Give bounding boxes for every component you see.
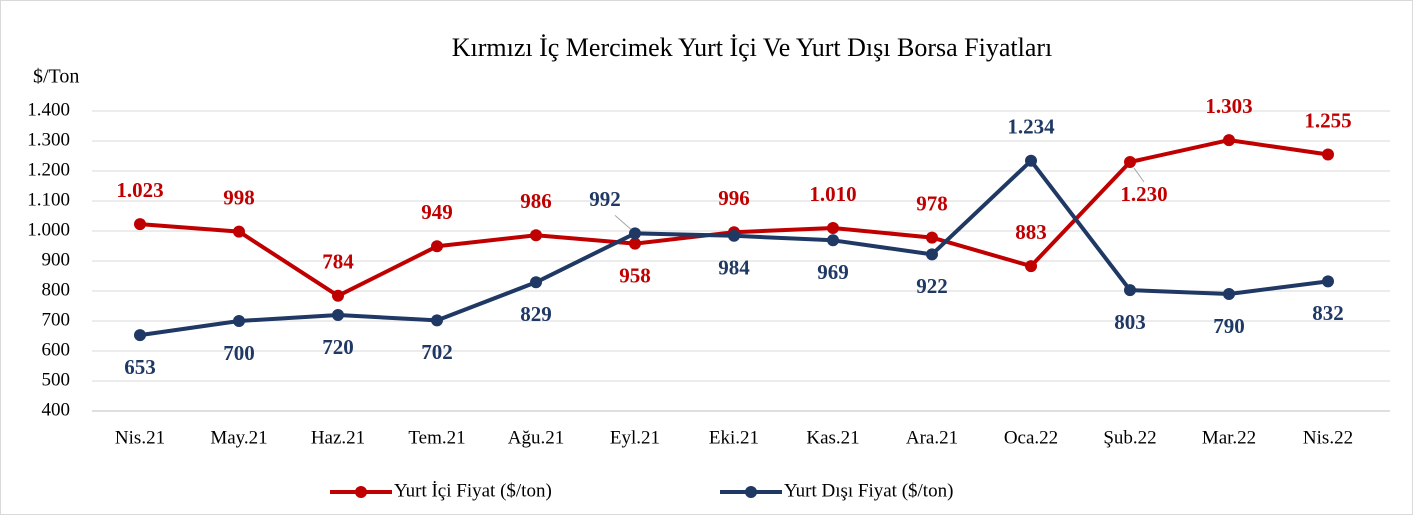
y-tick-label: 1.400 (27, 99, 70, 120)
data-label: 803 (1114, 310, 1146, 334)
data-label: 784 (322, 250, 354, 274)
x-tick-label: Nis.22 (1303, 427, 1353, 448)
data-point (1322, 148, 1334, 161)
x-tick-label: Tem.21 (408, 427, 465, 448)
data-point (827, 234, 839, 247)
data-point (233, 315, 245, 327)
data-point (233, 225, 245, 238)
data-point (530, 229, 542, 242)
data-label: 1.255 (1304, 108, 1351, 132)
y-tick-label: 500 (42, 369, 71, 390)
x-tick-label: Nis.21 (115, 427, 165, 448)
data-point (332, 289, 344, 302)
data-point (1322, 275, 1334, 288)
data-label: 653 (124, 355, 156, 379)
data-label: 958 (619, 263, 651, 287)
y-tick-label: 800 (42, 279, 71, 300)
leader-line (1133, 167, 1145, 183)
data-point (530, 276, 542, 289)
data-label: 986 (520, 189, 552, 213)
data-point (1025, 154, 1037, 167)
legend-label: Yurt Dışı Fiyat ($/ton) (784, 480, 953, 501)
legend-marker (745, 486, 757, 498)
data-label: 1.023 (116, 178, 163, 202)
data-label: 702 (421, 340, 453, 364)
data-point (1124, 284, 1136, 297)
data-point (1025, 260, 1037, 273)
data-point (134, 329, 146, 342)
data-label: 1.303 (1205, 94, 1252, 118)
data-label: 996 (718, 186, 750, 210)
data-point (431, 240, 443, 253)
x-tick-label: Şub.22 (1103, 427, 1156, 448)
chart-title: Kırmızı İç Mercimek Yurt İçi Ve Yurt Dış… (452, 33, 1053, 62)
x-tick-label: Eyl.21 (610, 427, 660, 448)
x-tick-label: Kas.21 (806, 427, 859, 448)
x-tick-label: Haz.21 (311, 427, 365, 448)
data-label: 984 (718, 256, 750, 280)
data-label: 978 (916, 191, 948, 215)
x-tick-label: Eki.21 (709, 427, 759, 448)
x-tick-label: May.21 (210, 427, 267, 448)
y-tick-label: 1.200 (27, 159, 70, 180)
data-point (926, 248, 938, 261)
y-tick-label: 900 (42, 249, 71, 270)
x-tick-label: Mar.22 (1202, 427, 1256, 448)
data-point (1124, 156, 1136, 168)
data-label: 1.234 (1007, 115, 1055, 139)
x-tick-label: Ara.21 (906, 427, 958, 448)
data-label: 883 (1015, 220, 1047, 244)
data-point (728, 229, 740, 242)
y-tick-label: 1.000 (27, 219, 70, 240)
data-label: 829 (520, 302, 552, 326)
data-point (629, 227, 641, 240)
data-point (629, 237, 641, 250)
data-label: 700 (223, 341, 255, 365)
data-label: 1.010 (809, 182, 856, 206)
legend-label: Yurt İçi Fiyat ($/ton) (394, 480, 552, 501)
data-label: 949 (421, 200, 453, 224)
y-tick-label: 600 (42, 339, 71, 360)
data-label: 922 (916, 274, 948, 298)
data-point (332, 309, 344, 321)
y-tick-label: 700 (42, 309, 71, 330)
data-label: 832 (1312, 301, 1344, 325)
data-point (827, 222, 839, 234)
leader-line (614, 215, 632, 230)
data-label: 969 (817, 260, 849, 284)
y-axis-label: $/Ton (33, 66, 79, 88)
data-point (1223, 288, 1235, 300)
data-point (431, 314, 443, 327)
data-label: 1.230 (1120, 182, 1167, 206)
legend-marker (355, 486, 367, 498)
data-label: 720 (322, 335, 354, 359)
data-point (926, 231, 938, 244)
data-point (134, 218, 146, 231)
y-tick-label: 1.300 (27, 129, 70, 150)
x-tick-label: Oca.22 (1004, 427, 1058, 448)
data-label: 992 (589, 187, 621, 211)
y-tick-label: 400 (42, 399, 71, 420)
y-tick-label: 1.100 (27, 189, 70, 210)
data-label: 998 (223, 185, 255, 209)
data-label: 790 (1213, 314, 1245, 338)
data-point (1223, 134, 1235, 147)
x-tick-label: Ağu.21 (508, 427, 564, 448)
